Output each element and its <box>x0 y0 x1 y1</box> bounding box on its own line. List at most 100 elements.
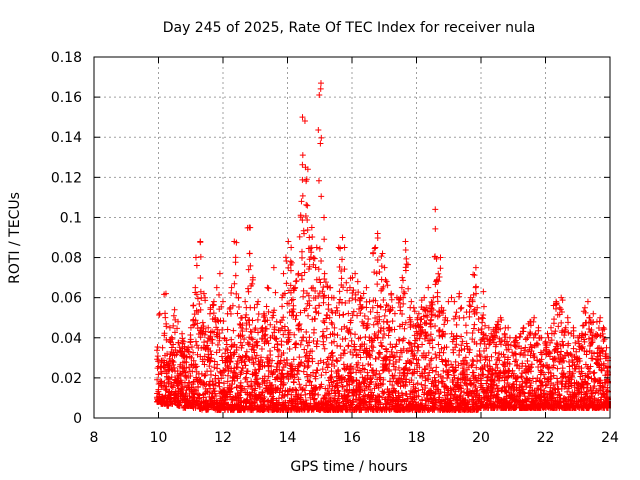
data-point <box>303 329 310 336</box>
data-point <box>210 385 217 392</box>
data-point <box>195 395 202 402</box>
data-point <box>382 355 389 362</box>
data-point <box>321 214 328 221</box>
data-point <box>324 364 331 371</box>
data-point <box>480 366 487 373</box>
data-point <box>193 291 200 298</box>
data-point <box>278 341 285 348</box>
data-point <box>424 314 431 321</box>
data-point <box>320 338 327 345</box>
x-tick-label: 24 <box>601 430 619 446</box>
data-point <box>450 336 457 343</box>
data-point <box>258 354 265 361</box>
data-point <box>304 216 311 223</box>
data-point <box>349 365 356 372</box>
data-point <box>260 401 267 408</box>
data-point <box>524 357 531 364</box>
data-point <box>383 354 390 361</box>
data-point <box>357 354 364 361</box>
data-point <box>470 396 477 403</box>
data-point <box>304 364 311 371</box>
data-point <box>296 381 303 388</box>
data-point <box>442 383 449 390</box>
data-point <box>410 355 417 362</box>
data-point <box>393 341 400 348</box>
data-point <box>301 261 308 268</box>
data-point <box>376 393 383 400</box>
data-point <box>285 376 292 383</box>
data-point <box>480 371 487 378</box>
data-point <box>366 398 373 405</box>
data-point <box>179 359 186 366</box>
data-point <box>222 350 229 357</box>
data-point <box>430 306 437 313</box>
data-point <box>400 335 407 342</box>
data-point <box>166 324 173 331</box>
data-point <box>297 341 304 348</box>
data-point <box>227 310 234 317</box>
data-point <box>186 379 193 386</box>
data-point <box>190 357 197 364</box>
data-point <box>267 382 274 389</box>
data-point <box>483 380 490 387</box>
data-point <box>358 305 365 312</box>
data-point <box>377 304 384 311</box>
data-point <box>354 278 361 285</box>
data-point <box>253 370 260 377</box>
data-point <box>298 248 305 255</box>
data-point <box>554 375 561 382</box>
data-point <box>310 406 317 413</box>
data-point <box>334 358 341 365</box>
data-point <box>486 357 493 364</box>
data-point <box>312 315 319 322</box>
data-point <box>379 343 386 350</box>
data-point <box>244 285 251 292</box>
y-tick-labels: 00.020.040.060.080.10.120.140.160.18 <box>51 50 82 427</box>
data-point <box>503 338 510 345</box>
data-point <box>205 354 212 361</box>
data-point <box>492 349 499 356</box>
data-point <box>586 368 593 375</box>
data-point <box>224 372 231 379</box>
data-point <box>317 279 324 286</box>
data-point <box>161 291 168 298</box>
data-point <box>387 341 394 348</box>
data-point <box>521 347 528 354</box>
data-point <box>364 369 371 376</box>
data-point <box>264 406 271 413</box>
data-point <box>395 296 402 303</box>
data-point <box>305 245 312 252</box>
data-point <box>408 360 415 367</box>
data-point <box>249 354 256 361</box>
data-point <box>583 399 590 406</box>
data-point <box>408 298 415 305</box>
data-point <box>267 390 274 397</box>
data-point <box>417 321 424 328</box>
data-point <box>415 393 422 400</box>
data-point <box>244 339 251 346</box>
data-point <box>377 327 384 334</box>
data-point <box>194 295 201 302</box>
data-point <box>158 370 165 377</box>
data-point <box>319 288 326 295</box>
data-point <box>390 375 397 382</box>
data-point <box>228 352 235 359</box>
data-point <box>573 348 580 355</box>
data-point <box>345 366 352 373</box>
data-point <box>392 359 399 366</box>
data-point <box>527 329 534 336</box>
data-point <box>250 361 257 368</box>
data-point <box>598 366 605 373</box>
data-point <box>526 331 533 338</box>
data-point <box>231 349 238 356</box>
data-point <box>299 176 306 183</box>
data-point <box>304 227 311 234</box>
data-point <box>285 264 292 271</box>
data-point <box>399 274 406 281</box>
data-point <box>386 308 393 315</box>
data-point <box>456 293 463 300</box>
data-point <box>482 332 489 339</box>
data-point <box>580 336 587 343</box>
data-point <box>228 336 235 343</box>
data-point <box>401 325 408 332</box>
